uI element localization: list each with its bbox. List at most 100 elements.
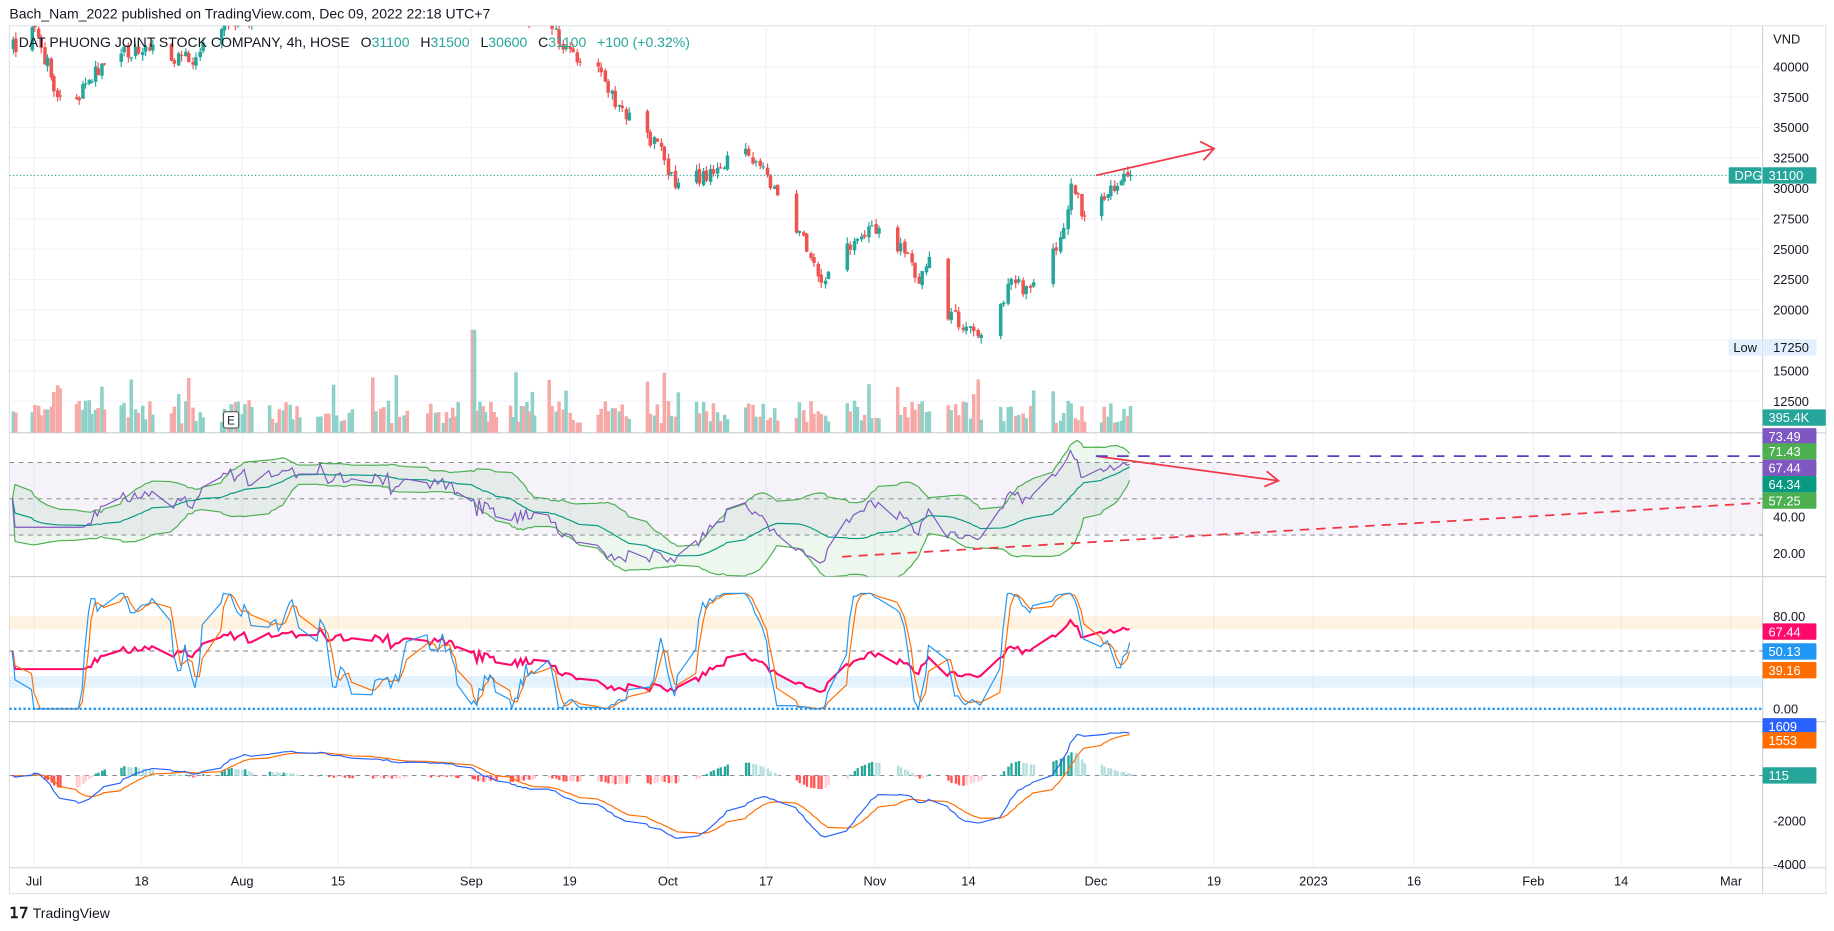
- macd-histogram-bar: [677, 775, 680, 783]
- volume-bar: [1058, 420, 1063, 433]
- candle-body: [874, 224, 878, 234]
- volume-bar: [568, 412, 573, 433]
- macd-histogram-bar: [526, 775, 529, 780]
- volume-bar: [648, 413, 653, 433]
- candle-body: [722, 167, 727, 170]
- macd-histogram-bar: [1127, 772, 1130, 777]
- volume-bar: [968, 418, 973, 433]
- volume-bar: [521, 406, 526, 433]
- candle-body: [191, 62, 195, 65]
- volume-bar: [454, 416, 458, 433]
- volume-bar: [906, 417, 910, 433]
- candle-body: [610, 90, 615, 94]
- candle-body: [627, 112, 631, 121]
- volume-bar: [83, 400, 88, 433]
- macd-histogram-bar: [202, 774, 205, 777]
- volume-bar: [11, 411, 16, 433]
- candle-body: [201, 42, 205, 52]
- trend-arrow-rsi[interactable]: [1095, 455, 1281, 488]
- candle-body: [956, 311, 961, 328]
- candle-body: [676, 182, 681, 189]
- macd-histogram-bar: [237, 769, 240, 777]
- volume-bar: [704, 411, 709, 433]
- candle-body: [794, 193, 799, 233]
- stoch-pane[interactable]: [9, 592, 1763, 711]
- time-axis[interactable]: Jul 18 Aug 15 Sep 19 Oct 17 Nov 14 Dec 19 2023 16 Feb 1…: [26, 873, 1743, 888]
- macd-histogram-bar: [611, 775, 614, 784]
- main-pane[interactable]: [11, 0, 1133, 433]
- volume-bar: [1099, 422, 1104, 433]
- macd-histogram-bar: [972, 775, 976, 783]
- rsi-pane[interactable]: [9, 439, 1763, 579]
- last-price-tag-bg: [1762, 167, 1817, 184]
- candle-body: [1102, 196, 1107, 200]
- candle-body: [768, 175, 773, 189]
- stoch-value-tag-bg: [1762, 661, 1817, 679]
- volume-bar: [478, 401, 482, 433]
- volume-bar: [295, 406, 299, 433]
- time-tick: Mar: [1720, 873, 1743, 888]
- macd-histogram-bar: [1014, 761, 1018, 777]
- volume-bar: [961, 401, 965, 433]
- volume-bar: [867, 384, 871, 433]
- candle-body: [920, 271, 924, 286]
- macd-histogram-bar: [88, 775, 91, 780]
- candle-body: [186, 53, 191, 63]
- macd-histogram-bar: [59, 775, 62, 788]
- candle-body: [1058, 237, 1063, 252]
- volume-bar: [1054, 422, 1058, 433]
- macd-histogram-bar: [921, 775, 924, 779]
- macd-histogram-bar: [766, 768, 769, 777]
- volume-bar: [136, 412, 141, 433]
- macd-histogram-bar: [437, 775, 441, 778]
- volume-bar: [924, 412, 929, 433]
- candle-body: [233, 25, 238, 27]
- candle-body: [198, 51, 202, 58]
- macd-histogram-bar: [1123, 772, 1126, 777]
- candle-body: [895, 227, 900, 252]
- candle-body: [525, 11, 529, 21]
- macd-histogram-bar: [744, 762, 748, 777]
- price-tick: 20000: [1773, 303, 1809, 318]
- volume-bar: [45, 409, 50, 433]
- earnings-marker[interactable]: E: [222, 411, 240, 429]
- volume-bar: [1113, 422, 1117, 433]
- candle-body: [1115, 186, 1120, 191]
- volume-bar: [483, 412, 488, 433]
- candle-body: [1119, 180, 1124, 186]
- candle-body: [953, 310, 958, 312]
- macd-tick: -2000: [1773, 814, 1806, 829]
- macd-pane[interactable]: [9, 731, 1763, 839]
- candle-body: [126, 44, 131, 58]
- macd-histogram-bar: [614, 775, 617, 785]
- macd-histogram-bar: [918, 775, 921, 779]
- rsi-support-trendline[interactable]: [842, 502, 1761, 558]
- low-label: Low: [1733, 340, 1757, 355]
- candle-body: [797, 230, 802, 233]
- macd-histogram-bar: [878, 762, 881, 777]
- macd-histogram-bar: [649, 775, 652, 785]
- stoch-value-tag: 67.44: [1768, 624, 1800, 639]
- volume-bar: [74, 404, 79, 433]
- candle-body: [1106, 194, 1110, 198]
- volume-bar: [1024, 418, 1028, 433]
- volume-bar: [122, 402, 126, 433]
- macd-histogram-bar: [1022, 762, 1025, 777]
- volume-bar: [316, 416, 320, 433]
- volume-bar: [561, 409, 566, 433]
- macd-histogram-bar: [646, 775, 649, 784]
- volume-bar: [603, 401, 608, 433]
- rsi-bb-basis: [11, 466, 1130, 557]
- volume-bar: [327, 413, 331, 433]
- candle-body: [77, 97, 81, 101]
- candle-body: [910, 253, 914, 263]
- price-axis[interactable]: VND 40000 37500 35000 32500 30000 27500 25000 22…: [1728, 31, 1826, 872]
- trend-arrow-price[interactable]: [1095, 140, 1216, 177]
- macd-histogram-bar: [348, 775, 351, 779]
- candle-body: [194, 57, 198, 66]
- candle-body: [184, 51, 188, 57]
- macd-histogram-bar: [473, 775, 476, 780]
- stoch-overbought-band: [9, 616, 1763, 630]
- price-tick: 22500: [1773, 272, 1809, 287]
